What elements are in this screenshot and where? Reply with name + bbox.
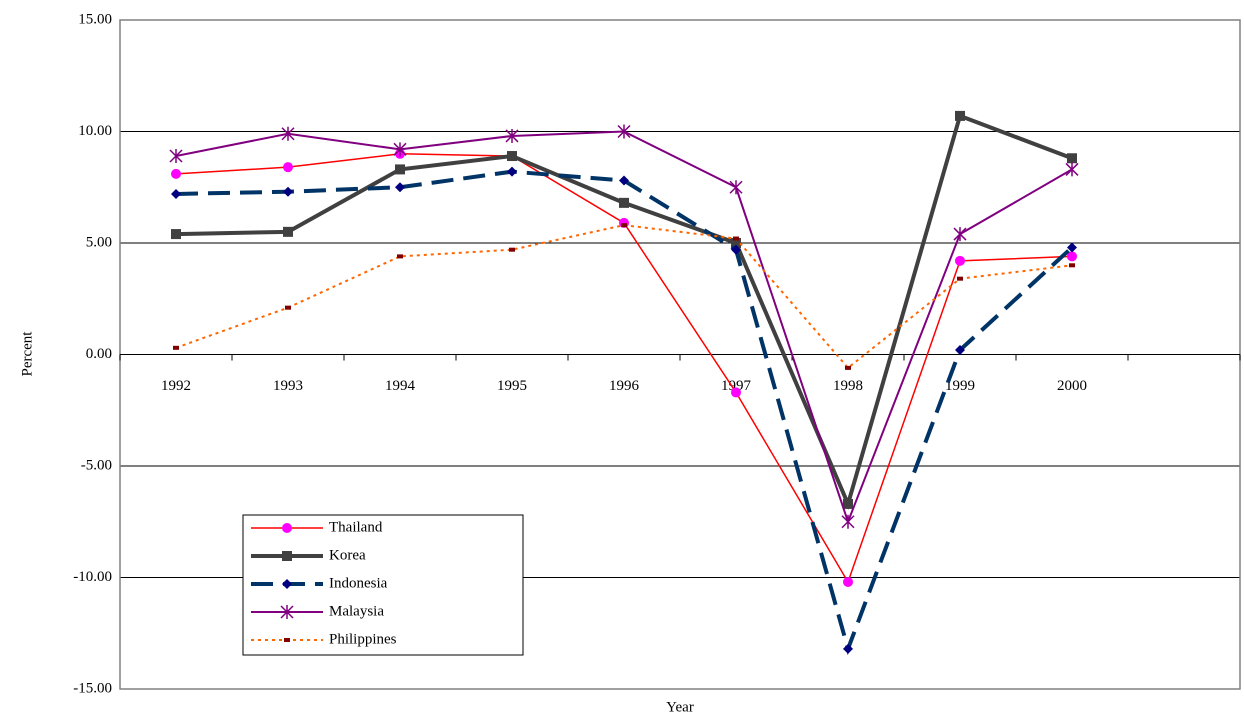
legend-label: Philippines [329,631,397,647]
x-tick-label: 1992 [161,378,191,394]
marker [617,124,631,139]
legend-label: Korea [329,547,366,563]
marker [171,168,181,179]
marker [507,166,517,177]
marker [845,365,851,370]
marker [1067,153,1077,164]
y-tick-label: 0.00 [86,346,112,362]
marker [953,227,967,242]
marker [843,498,853,509]
marker [282,523,292,533]
series-line [175,224,1073,370]
marker [957,276,963,281]
marker [282,551,292,561]
marker [955,255,965,266]
marker [731,244,741,255]
x-tick-label: 1995 [497,378,527,394]
legend-label: Thailand [329,519,383,535]
marker [955,110,965,121]
series-line [175,113,1073,510]
x-tick-label: 1996 [609,378,640,394]
x-tick-label: 2000 [1057,378,1087,394]
marker [621,223,627,228]
marker [1065,162,1079,177]
marker [507,151,517,162]
x-tick-label: 1999 [945,378,975,394]
marker [619,197,629,208]
series [169,124,1079,529]
marker [843,576,853,587]
marker [280,605,294,619]
marker [281,126,295,141]
marker [731,387,741,398]
marker [395,182,405,193]
marker [169,149,183,164]
y-tick-label: 5.00 [86,234,112,250]
series [171,166,1077,656]
marker [1069,263,1075,268]
marker [509,247,515,252]
marker [395,164,405,175]
series [171,110,1077,510]
marker [841,514,855,529]
x-axis-title: Year [666,699,694,715]
marker [393,142,407,157]
y-tick-label: 10.00 [78,123,112,139]
marker [171,188,181,199]
marker [171,229,181,240]
marker [283,162,293,173]
marker [282,579,292,589]
x-tick-label: 1998 [833,378,863,394]
marker [619,175,629,186]
marker [955,345,965,356]
y-tick-label: -5.00 [81,457,112,473]
marker [731,238,741,248]
marker [397,254,403,259]
marker [1067,242,1077,253]
y-tick-label: -15.00 [73,680,112,696]
marker [283,186,293,197]
marker [729,180,743,195]
legend-label: Indonesia [329,575,388,591]
marker [843,643,853,654]
marker [173,345,179,350]
marker [733,236,739,241]
x-tick-label: 1994 [385,378,416,394]
y-axis-title: Percent [19,331,35,377]
legend-label: Malaysia [329,603,384,619]
series [173,223,1075,370]
marker [284,638,290,642]
marker [505,128,519,143]
y-tick-label: -10.00 [73,569,112,585]
x-tick-label: 1993 [273,378,303,394]
y-tick-label: 15.00 [78,11,112,27]
marker [283,226,293,237]
marker [285,305,291,310]
marker [1067,251,1077,262]
